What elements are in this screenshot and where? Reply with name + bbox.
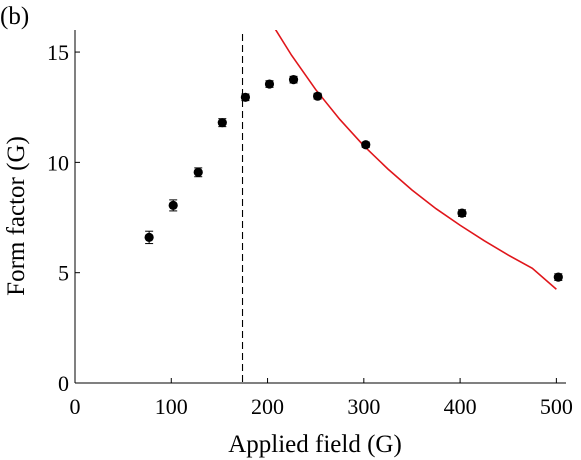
y-tick-label: 10 (47, 150, 69, 175)
data-marker (193, 167, 203, 177)
data-marker (313, 91, 323, 101)
data-point (288, 75, 299, 85)
y-axis-label: Form factor (G) (3, 136, 30, 296)
data-point (553, 272, 563, 282)
x-tick-label: 300 (347, 394, 380, 419)
data-point (168, 199, 178, 212)
data-marker (240, 92, 251, 102)
data-marker (217, 118, 227, 128)
data-marker (361, 140, 371, 150)
data-point (457, 208, 467, 218)
data-marker (144, 232, 154, 242)
data-marker (168, 200, 178, 210)
x-tick-label: 400 (444, 394, 477, 419)
x-tick-label: 500 (540, 394, 573, 419)
data-point (361, 140, 371, 150)
data-marker (264, 79, 275, 89)
y-tick-label: 15 (47, 40, 69, 65)
y-tick-label: 0 (58, 371, 69, 396)
y-tick-label: 5 (58, 261, 69, 286)
data-points (144, 75, 563, 282)
data-marker (457, 208, 467, 218)
x-tick-label: 200 (251, 394, 284, 419)
fit-curve (274, 30, 557, 290)
panel-label: (b) (0, 3, 29, 30)
axes (74, 30, 566, 384)
x-axis-label: Applied field (G) (228, 431, 402, 458)
x-tick-label: 100 (155, 394, 188, 419)
x-tick-label: 0 (70, 394, 81, 419)
data-marker (288, 75, 299, 85)
data-point (144, 230, 154, 245)
tick-labels: 0 100 200 300 400 500 0 5 10 15 (47, 40, 573, 419)
data-point (313, 91, 323, 101)
data-point (240, 92, 251, 102)
fit-curves (274, 30, 557, 290)
data-point (193, 167, 203, 178)
data-marker (553, 272, 563, 282)
data-point (217, 118, 227, 128)
data-point (264, 79, 275, 89)
